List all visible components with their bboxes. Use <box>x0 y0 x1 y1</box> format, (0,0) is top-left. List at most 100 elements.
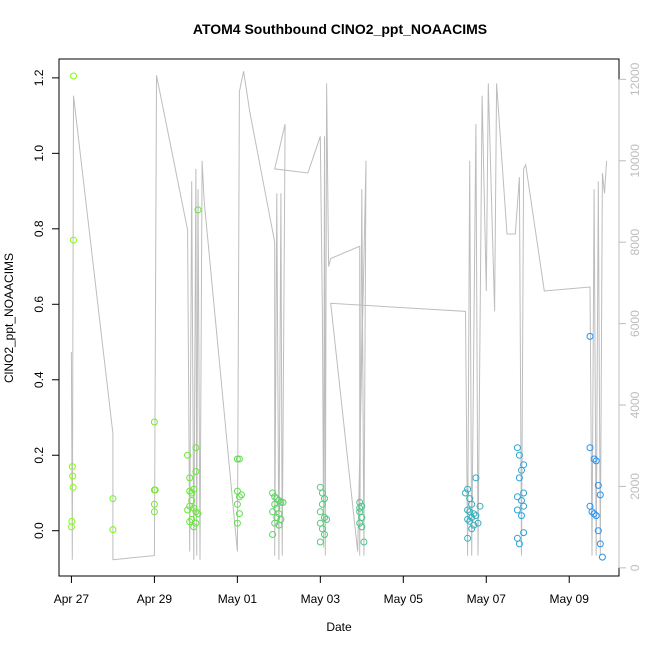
data-point <box>515 474 523 482</box>
data-point <box>186 502 194 510</box>
data-point <box>586 332 594 340</box>
data-point <box>279 498 287 506</box>
data-point <box>68 463 76 471</box>
data-point <box>360 538 368 546</box>
y-tick-label: 0.6 <box>32 296 46 313</box>
y-tick-label: 1.0 <box>32 145 46 162</box>
data-point <box>277 498 285 506</box>
data-point <box>468 514 476 521</box>
data-point <box>474 519 482 527</box>
data-point <box>466 517 474 525</box>
y-tick-label: 0.4 <box>32 371 46 388</box>
data-point <box>356 519 364 527</box>
data-point <box>188 515 196 523</box>
data-point <box>316 483 324 491</box>
data-point <box>269 489 277 497</box>
data-point <box>150 500 158 508</box>
data-point <box>233 455 241 463</box>
y2-tick-label: 0 <box>628 564 642 571</box>
data-point <box>70 236 77 244</box>
data-point <box>513 506 521 514</box>
data-point <box>184 506 192 514</box>
data-point <box>238 491 245 499</box>
data-point <box>184 451 192 459</box>
x-axis-label: Date <box>326 620 352 634</box>
y2-tick-label: 2000 <box>628 473 642 500</box>
data-point <box>462 489 469 497</box>
x-tick-label: May 03 <box>301 592 341 606</box>
data-point <box>520 502 528 510</box>
data-point <box>318 525 326 533</box>
y2-tick-label: 10000 <box>628 144 642 178</box>
data-point <box>316 538 324 546</box>
data-point <box>590 455 598 463</box>
data-point <box>109 495 117 503</box>
data-point <box>476 502 484 510</box>
plot-frame <box>58 58 620 577</box>
data-point <box>598 553 606 561</box>
data-point <box>470 521 478 529</box>
data-point <box>470 510 478 518</box>
data-point <box>464 506 472 514</box>
x-tick-label: Apr 27 <box>54 592 90 606</box>
x-axis: Apr 27 Apr 29 May 01 May 03 May 05 May 07 May … <box>54 575 590 606</box>
x-tick-label: Apr 29 <box>137 592 173 606</box>
data-point <box>468 500 476 508</box>
data-point <box>233 500 241 508</box>
data-point <box>520 529 528 537</box>
data-point <box>151 486 159 494</box>
data-point <box>323 515 331 523</box>
y-tick-label: 1.2 <box>32 69 46 86</box>
data-point <box>150 418 158 426</box>
altitude-line <box>70 71 608 561</box>
y2-axis: 0 2000 4000 6000 8000 10000 12000 <box>618 62 642 571</box>
data-point <box>321 495 328 503</box>
data-point <box>464 534 472 542</box>
data-points <box>67 72 606 561</box>
data-point <box>235 493 243 501</box>
y2-tick-label: 12000 <box>628 62 642 96</box>
y2-tick-label: 4000 <box>628 391 642 418</box>
data-point <box>318 500 326 508</box>
chart-title: ATOM4 Southbound ClNO2_ppt_NOAACIMS <box>193 21 487 37</box>
data-point <box>192 519 200 527</box>
data-point <box>190 504 198 512</box>
y2-tick-label: 6000 <box>628 310 642 337</box>
data-point <box>69 483 77 491</box>
x-tick-label: May 09 <box>550 592 590 606</box>
data-point <box>273 504 281 512</box>
data-point <box>235 510 243 518</box>
data-point <box>192 444 200 452</box>
data-point <box>271 500 279 508</box>
data-point <box>586 444 594 452</box>
data-point <box>269 508 277 516</box>
data-point <box>67 523 75 531</box>
y-tick-label: 0.0 <box>32 522 46 539</box>
data-point <box>109 526 117 534</box>
data-point <box>190 523 198 531</box>
data-point <box>70 72 77 80</box>
data-point <box>356 504 364 512</box>
data-point <box>150 508 158 516</box>
data-point <box>513 493 521 501</box>
data-point <box>192 468 200 475</box>
data-point <box>520 489 528 497</box>
data-point <box>518 512 525 520</box>
data-point <box>358 523 366 531</box>
data-point <box>275 521 283 529</box>
data-point <box>269 531 277 538</box>
data-point <box>513 534 521 542</box>
y-tick-label: 0.2 <box>32 447 46 464</box>
data-point <box>596 540 604 548</box>
data-point <box>275 497 283 504</box>
data-point <box>316 508 324 516</box>
data-point <box>186 487 194 495</box>
data-point <box>464 515 472 523</box>
y-axis: 0.0 0.2 0.4 0.6 0.8 1.0 1.2 <box>32 69 60 539</box>
data-point <box>513 444 521 452</box>
data-point <box>515 540 523 548</box>
altitude-series <box>70 71 608 561</box>
data-point <box>192 508 200 516</box>
y-tick-label: 0.8 <box>32 220 46 237</box>
